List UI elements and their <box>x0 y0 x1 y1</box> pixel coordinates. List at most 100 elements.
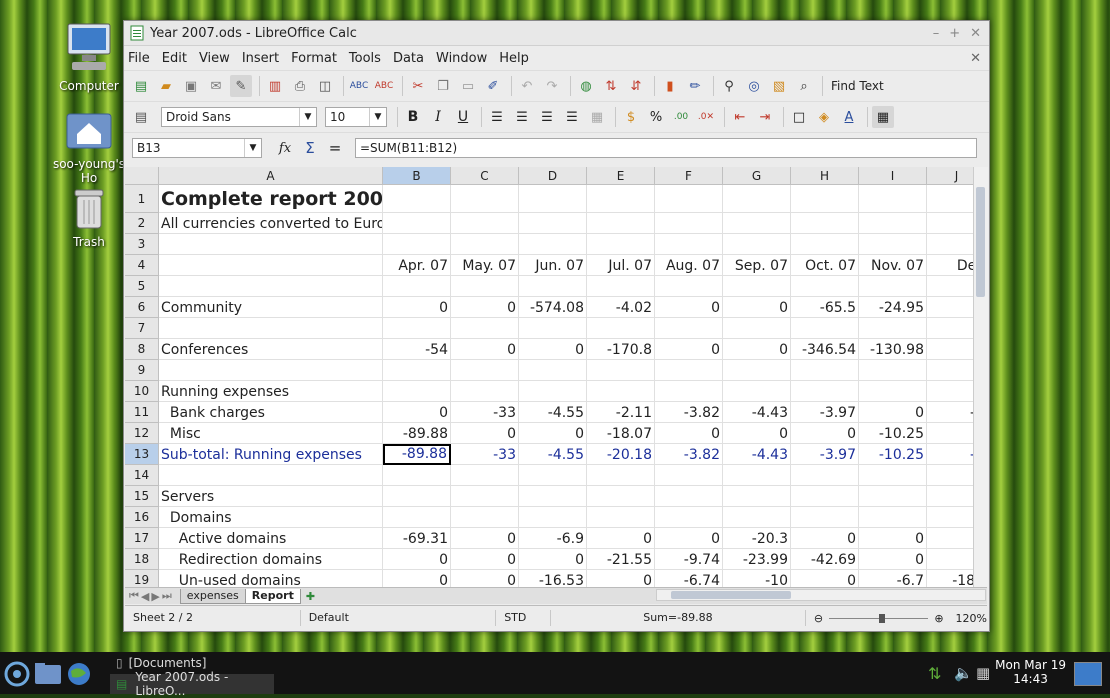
cell-label[interactable]: Running expenses <box>159 381 383 402</box>
row-header[interactable]: 3 <box>125 234 159 255</box>
chevron-down-icon[interactable]: ▼ <box>244 139 261 157</box>
cell-value[interactable]: 0 <box>451 423 519 444</box>
cell-value[interactable] <box>791 507 859 528</box>
cell-value[interactable] <box>451 318 519 339</box>
cell-value[interactable]: Oct. 07 <box>791 255 859 276</box>
cell-value[interactable] <box>723 185 791 213</box>
spellcheck-icon[interactable]: ABC <box>349 81 369 91</box>
cell-value[interactable]: -18.07 <box>587 423 655 444</box>
cell-value[interactable] <box>859 381 927 402</box>
cell-value[interactable]: -181 <box>927 570 973 587</box>
vertical-scrollbar[interactable] <box>973 167 988 587</box>
cell-value[interactable]: -2.11 <box>587 402 655 423</box>
cell-value[interactable] <box>859 318 927 339</box>
column-header-a[interactable]: A <box>159 167 383 185</box>
cell-value[interactable] <box>723 213 791 234</box>
cell-value[interactable]: 0 <box>451 297 519 318</box>
font-color-icon[interactable]: A <box>844 109 854 125</box>
cell-value[interactable] <box>519 381 587 402</box>
cell-value[interactable] <box>383 318 451 339</box>
currency-icon[interactable]: $ <box>626 109 636 125</box>
menu-edit[interactable]: Edit <box>161 50 187 66</box>
increase-indent-icon[interactable]: ⇥ <box>759 109 771 125</box>
volume-icon[interactable]: 🔈 <box>954 664 973 682</box>
cell-value[interactable]: 0 <box>859 528 927 549</box>
column-header-h[interactable]: H <box>791 167 859 185</box>
cell-value[interactable] <box>655 465 723 486</box>
cell-value[interactable]: -4.55 <box>519 402 587 423</box>
cell-value[interactable] <box>859 234 927 255</box>
cell-value[interactable]: Jul. 07 <box>587 255 655 276</box>
zoom-slider[interactable] <box>829 613 929 623</box>
cell-label[interactable] <box>159 318 383 339</box>
cell-value[interactable]: 0 <box>655 297 723 318</box>
cell-value[interactable]: 0 <box>383 570 451 587</box>
cell-value[interactable]: 0 <box>723 339 791 360</box>
cell-value[interactable]: 0 <box>383 402 451 423</box>
cell-value[interactable] <box>587 213 655 234</box>
cell-label[interactable]: Domains <box>159 507 383 528</box>
cell-value[interactable] <box>451 213 519 234</box>
cell-value[interactable] <box>859 507 927 528</box>
menu-tools[interactable]: Tools <box>348 50 381 66</box>
cell-value[interactable]: 0 <box>791 423 859 444</box>
cell-value[interactable] <box>927 360 973 381</box>
cell-label[interactable] <box>159 465 383 486</box>
cell-value[interactable]: -170.8 <box>587 339 655 360</box>
cell-value[interactable] <box>451 465 519 486</box>
cell-value[interactable] <box>927 486 973 507</box>
cell-value[interactable] <box>519 213 587 234</box>
cell-value[interactable]: 0 <box>383 549 451 570</box>
cell-value[interactable] <box>383 234 451 255</box>
cell-label[interactable]: Servers <box>159 486 383 507</box>
row-header[interactable]: 8 <box>125 339 159 360</box>
cell-value[interactable] <box>927 423 973 444</box>
column-header-d[interactable]: D <box>519 167 587 185</box>
column-header-b[interactable]: B <box>383 167 451 185</box>
cell-value[interactable] <box>519 507 587 528</box>
cell-value[interactable]: -10 <box>723 570 791 587</box>
cell-value[interactable] <box>451 185 519 213</box>
status-page-style[interactable]: Default <box>301 610 497 626</box>
cell-value[interactable] <box>587 318 655 339</box>
network-update-icon[interactable]: ⇅ <box>928 664 942 683</box>
cell-value[interactable]: Nov. 07 <box>859 255 927 276</box>
cell-value[interactable] <box>587 381 655 402</box>
last-sheet-icon[interactable]: ⏭ <box>161 589 172 602</box>
cell-label[interactable] <box>159 255 383 276</box>
delete-decimal-icon[interactable]: .0✕ <box>697 112 715 122</box>
title-bar[interactable]: Year 2007.ods - LibreOffice Calc – + ✕ <box>124 21 989 46</box>
zoom-icon[interactable]: ⌕ <box>800 78 808 94</box>
cell-value[interactable]: May. 07 <box>451 255 519 276</box>
row-header[interactable]: 5 <box>125 276 159 297</box>
cell-value[interactable] <box>519 234 587 255</box>
cell-value[interactable] <box>587 185 655 213</box>
row-header[interactable]: 7 <box>125 318 159 339</box>
menu-window[interactable]: Window <box>436 50 488 66</box>
cell-value[interactable]: 0 <box>859 549 927 570</box>
cell-value[interactable] <box>655 185 723 213</box>
cell-value[interactable]: -33 <box>451 402 519 423</box>
cell-value[interactable] <box>383 507 451 528</box>
status-selection-mode[interactable]: STD <box>496 610 551 626</box>
cell-value[interactable]: -130.98 <box>859 339 927 360</box>
select-all-corner[interactable] <box>125 167 159 185</box>
column-header-c[interactable]: C <box>451 167 519 185</box>
clone-icon[interactable]: ✐ <box>487 78 499 94</box>
cut-icon[interactable]: ✂ <box>412 78 424 94</box>
cell-value[interactable] <box>791 465 859 486</box>
task-documents[interactable]: ▯ [Documents] <box>116 656 206 670</box>
percent-icon[interactable]: % <box>649 109 663 125</box>
cell-value[interactable]: -16.53 <box>519 570 587 587</box>
cell-value[interactable]: Sep. 07 <box>723 255 791 276</box>
cell-value[interactable] <box>383 360 451 381</box>
copy-icon[interactable]: ❐ <box>437 78 449 94</box>
cell-value[interactable]: -6 <box>927 444 973 465</box>
file-manager-icon[interactable] <box>34 662 62 686</box>
cell-value[interactable]: -10.25 <box>859 444 927 465</box>
row-header[interactable]: 18 <box>125 549 159 570</box>
cell-value[interactable]: Aug. 07 <box>655 255 723 276</box>
cell-value[interactable]: 0 <box>451 528 519 549</box>
cell-value[interactable] <box>791 234 859 255</box>
cell-value[interactable]: 0 <box>859 402 927 423</box>
